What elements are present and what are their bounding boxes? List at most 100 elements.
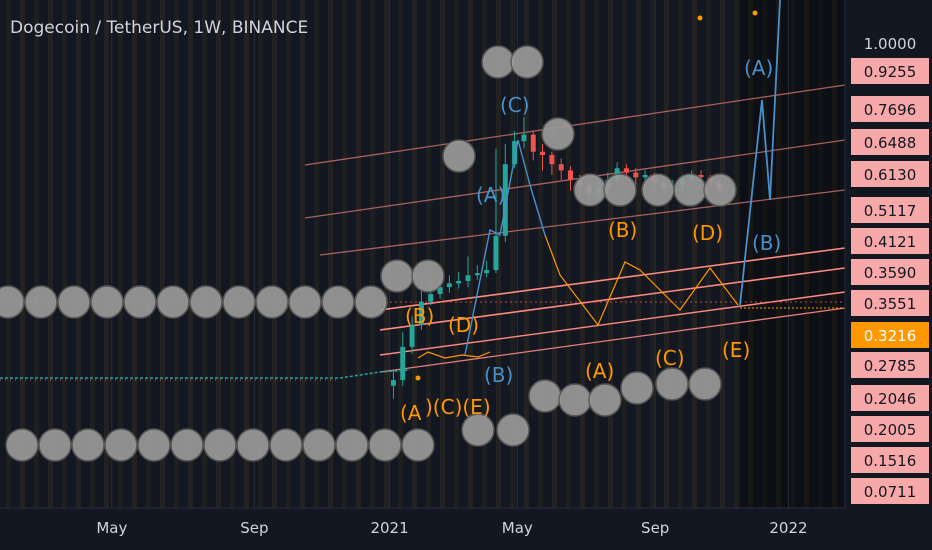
- grey-marker: [123, 285, 157, 319]
- grey-marker: [461, 413, 495, 447]
- channel-line: [304, 139, 846, 219]
- background-stripe: [776, 0, 781, 508]
- grey-marker: [541, 117, 575, 151]
- background-stripe: [678, 0, 683, 508]
- grey-marker: [104, 428, 138, 462]
- candle-body: [512, 141, 518, 165]
- grey-marker: [703, 173, 737, 207]
- background-stripe: [664, 0, 669, 508]
- grey-marker: [222, 285, 256, 319]
- price-label: 0.2005: [864, 421, 917, 439]
- price-label-background: [851, 352, 929, 378]
- grey-marker: [688, 367, 722, 401]
- x-tick-label: 2021: [370, 519, 408, 537]
- background-stripe: [720, 0, 725, 508]
- background-stripe: [552, 0, 557, 508]
- candle-body: [409, 324, 415, 347]
- candle-body: [633, 172, 639, 178]
- wave-paths: [417, 0, 781, 359]
- background-stripe: [76, 0, 81, 508]
- grey-marker: [354, 285, 388, 319]
- candle-body: [642, 174, 648, 178]
- time-scale[interactable]: May Sep 2021 May Sep 2022: [0, 507, 932, 550]
- background-stripe: [566, 0, 571, 508]
- grey-marker: [558, 383, 592, 417]
- orange-dot: [752, 10, 758, 16]
- channel-line: [304, 84, 846, 166]
- background-stripe: [132, 0, 137, 508]
- grey-marker: [189, 285, 223, 319]
- candle-body: [502, 164, 508, 236]
- candle-body: [474, 273, 480, 276]
- wave-label: (D): [692, 221, 723, 245]
- grey-marker: [302, 428, 336, 462]
- grey-marker: [170, 428, 204, 462]
- orange-dot: [697, 15, 703, 21]
- background-stripe: [160, 0, 165, 508]
- price-label: 0.3551: [864, 295, 917, 313]
- wave-label: (B): [608, 218, 637, 242]
- grey-marker: [368, 428, 402, 462]
- price-label-background: [851, 197, 929, 223]
- wave-path-orange: [417, 351, 491, 359]
- background-stripe: [636, 0, 641, 508]
- time-scale-background: [0, 508, 932, 550]
- candle-body: [465, 275, 471, 281]
- background-stripe: [272, 0, 277, 508]
- x-tick-label: May: [96, 519, 127, 537]
- background-stripe: [510, 0, 515, 508]
- grey-marker: [321, 285, 355, 319]
- price-label: 1.0000: [864, 35, 917, 53]
- grey-marker: [380, 259, 414, 293]
- price-label: 0.9255: [864, 63, 917, 81]
- background-stripe: [594, 0, 599, 508]
- grey-marker: [603, 173, 637, 207]
- wave-label: (A): [585, 359, 614, 383]
- price-label-background: [851, 478, 929, 504]
- candle-body: [568, 170, 574, 180]
- x-tick-label: 2022: [769, 519, 807, 537]
- background-stripe: [174, 0, 179, 508]
- price-label-background: [851, 161, 929, 187]
- wave-label: (B): [405, 304, 434, 328]
- background-stripe: [216, 0, 221, 508]
- grey-marker: [335, 428, 369, 462]
- price-label: 0.3590: [864, 264, 917, 282]
- background-stripe: [34, 0, 39, 508]
- price-label: 0.6130: [864, 166, 917, 184]
- background-stripe: [804, 0, 809, 508]
- background-stripe: [580, 0, 585, 508]
- grey-marker: [528, 379, 562, 413]
- candle-body: [540, 151, 546, 156]
- candle-body: [446, 283, 452, 288]
- grey-marker: [5, 428, 39, 462]
- wave-path-blue: [464, 139, 546, 356]
- wave-label: (E): [722, 338, 750, 362]
- grey-marker: [411, 259, 445, 293]
- grey-marker: [156, 285, 190, 319]
- background-stripe: [412, 0, 417, 508]
- background-stripe: [496, 0, 501, 508]
- background-stripe: [258, 0, 263, 508]
- background-stripe: [118, 0, 123, 508]
- background-stripe: [762, 0, 767, 508]
- x-tick-label: Sep: [641, 519, 669, 537]
- wave-path-orange-2: [544, 234, 739, 327]
- background-stripe: [734, 0, 739, 508]
- background-stripe: [314, 0, 319, 508]
- price-labels: 1.0000 0.9255 0.7696 0.6488 0.6130 0.5117 0.41…: [851, 35, 929, 504]
- grey-marker: [90, 285, 124, 319]
- grey-marker: [641, 173, 675, 207]
- price-label: 0.7696: [864, 101, 917, 119]
- price-label-background: [851, 385, 929, 411]
- price-label: 0.5117: [864, 202, 917, 220]
- grey-marker: [137, 428, 171, 462]
- candle-body: [484, 270, 490, 274]
- candle-body: [390, 380, 396, 386]
- price-scale[interactable]: 1.0000 0.9255 0.7696 0.6488 0.6130 0.5117 0.41…: [844, 0, 932, 550]
- wave-label: (D): [448, 313, 479, 337]
- wave-labels-blue: (C) (A) (B) (A) (B): [476, 56, 781, 387]
- background-stripes: [6, 0, 837, 508]
- background-stripe: [6, 0, 11, 508]
